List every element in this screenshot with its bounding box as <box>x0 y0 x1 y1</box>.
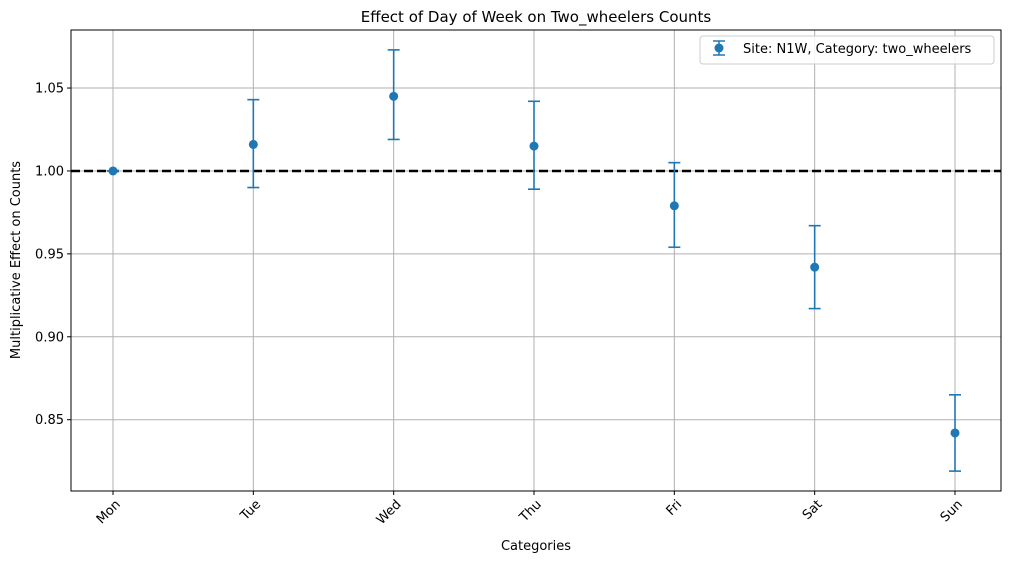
y-tick-label: 0.90 <box>35 330 64 345</box>
legend: Site: N1W, Category: two_wheelers <box>699 35 995 65</box>
data-point <box>810 262 820 272</box>
data-point <box>108 166 118 176</box>
y-tick-label: 1.05 <box>35 82 64 97</box>
x-axis-title: Categories <box>501 539 571 554</box>
data-point <box>950 428 960 438</box>
data-point <box>669 201 679 211</box>
data-point <box>389 91 399 101</box>
data-point <box>248 139 258 149</box>
data-layer <box>107 49 961 472</box>
x-tick-label: Sat <box>800 497 826 523</box>
x-tick-label: Wed <box>374 497 405 528</box>
data-point <box>529 141 539 151</box>
grid-layer <box>71 30 1001 491</box>
x-tick-label: Mon <box>94 497 124 527</box>
y-tick-label: 0.95 <box>35 247 64 262</box>
plot-frame <box>70 29 1002 492</box>
tick-layer: Mon Tue Wed Thu Fri Sat Sun 0.85 0.90 0.95 1.00 1.0… <box>35 82 966 528</box>
x-tick-label: Sun <box>938 497 966 525</box>
x-tick-label: Thu <box>516 497 545 526</box>
x-tick-label: Fri <box>664 497 686 519</box>
y-tick-label: 1.00 <box>35 164 64 179</box>
legend-point-marker <box>714 43 724 53</box>
y-tick-label: 0.85 <box>35 413 64 428</box>
y-axis-title: Multiplicative Effect on Counts <box>9 161 24 359</box>
legend-label: Site: N1W, Category: two_wheelers <box>743 42 972 57</box>
chart-title: Effect of Day of Week on Two_wheelers Co… <box>361 8 712 27</box>
legend-box <box>699 35 995 65</box>
x-tick-label: Tue <box>237 497 264 524</box>
